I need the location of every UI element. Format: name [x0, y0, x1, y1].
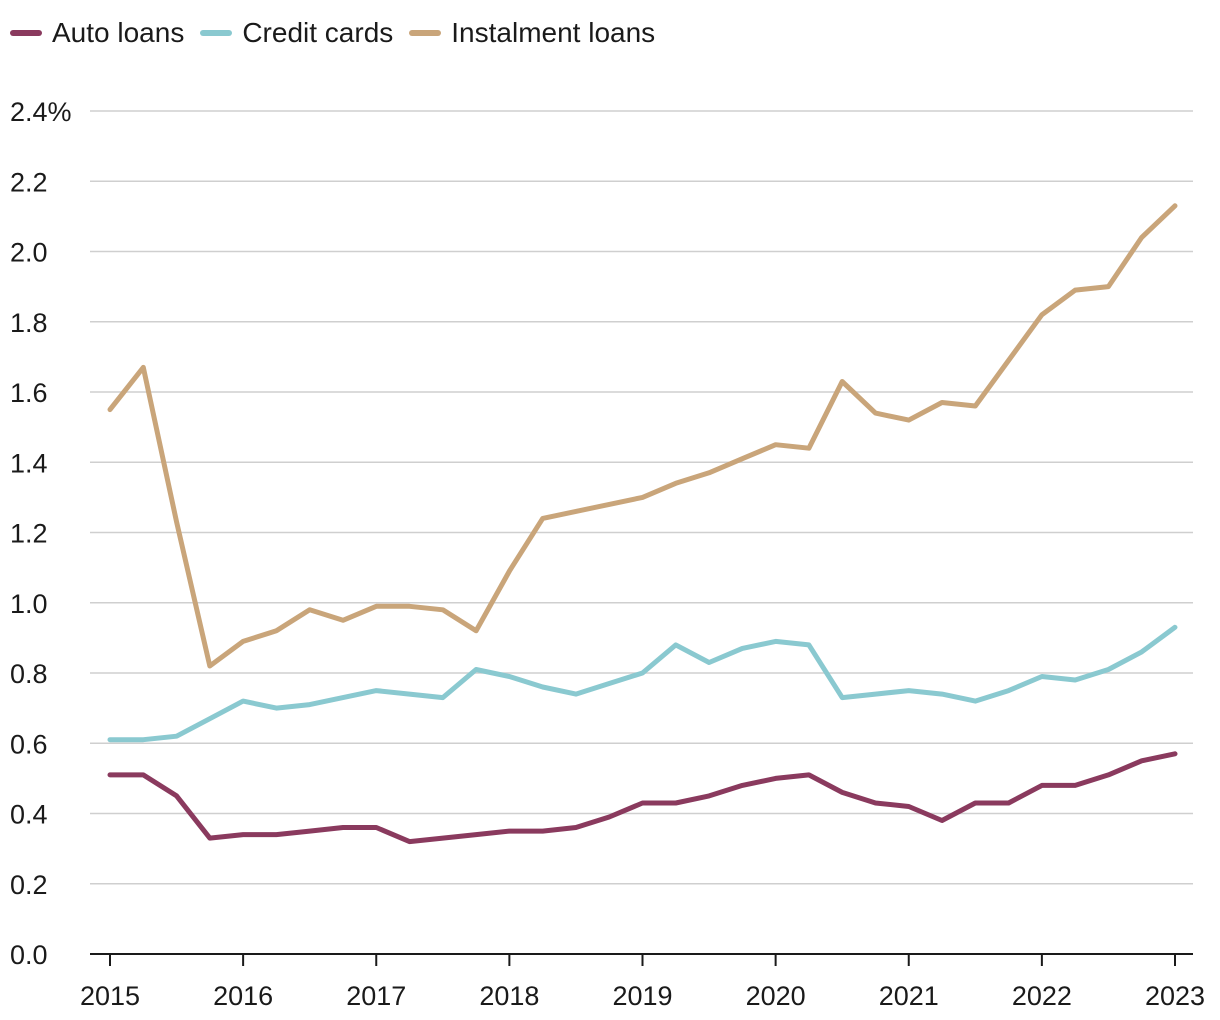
- y-tick-label: 0.8: [10, 659, 48, 689]
- series-lines: [107, 203, 1178, 845]
- y-tick-label: 1.8: [10, 308, 48, 338]
- x-tick-label: 2015: [80, 981, 140, 1011]
- y-tick-label: 1.4: [10, 448, 48, 478]
- x-tick-label: 2018: [479, 981, 539, 1011]
- x-tick-label: 2021: [879, 981, 939, 1011]
- x-tick-label: 2020: [746, 981, 806, 1011]
- series-line-instalment-loans: [107, 203, 1178, 669]
- legend-label-auto-loans: Auto loans: [52, 17, 185, 48]
- y-tick-label: 1.0: [10, 589, 48, 619]
- x-tick-label: 2019: [612, 981, 672, 1011]
- y-tick-label: 2.2: [10, 167, 48, 197]
- y-tick-label: 1.6: [10, 378, 48, 408]
- legend: Auto loans Credit cards Instalment loans: [10, 14, 671, 52]
- legend-item-credit-cards: Credit cards: [200, 14, 393, 52]
- x-tick-label: 2022: [1012, 981, 1072, 1011]
- series-line-credit-cards: [107, 624, 1178, 743]
- y-tick-label: 0.2: [10, 870, 48, 900]
- y-axis: 0.0 0.2 0.4 0.6 0.8 1.0 1.2 1.4 1.6 1.8 2.0 2.2 2.4%: [10, 97, 72, 970]
- legend-label-credit-cards: Credit cards: [242, 17, 394, 48]
- y-tick-label: 2.0: [10, 238, 48, 268]
- x-tick-label: 2023: [1145, 981, 1205, 1011]
- y-tick-label: 0.6: [10, 729, 48, 759]
- y-tick-label: 0.4: [10, 800, 48, 830]
- y-tick-label: 0.0: [10, 940, 48, 970]
- x-axis: 2015 2016 2017 2018 2019 2020 2021 2022 2023: [80, 953, 1205, 1011]
- y-tick-label: 2.4%: [10, 97, 72, 127]
- legend-swatch-credit-cards: [200, 30, 233, 36]
- legend-swatch-instalment-loans: [409, 30, 442, 36]
- legend-label-instalment-loans: Instalment loans: [451, 17, 656, 48]
- x-tick-label: 2017: [346, 981, 406, 1011]
- y-tick-label: 1.2: [10, 519, 48, 549]
- legend-swatch-auto-loans: [10, 30, 42, 36]
- legend-item-auto-loans: Auto loans: [10, 14, 184, 52]
- legend-item-instalment-loans: Instalment loans: [409, 14, 655, 52]
- x-tick-label: 2016: [213, 981, 273, 1011]
- series-line-auto-loans: [107, 751, 1178, 845]
